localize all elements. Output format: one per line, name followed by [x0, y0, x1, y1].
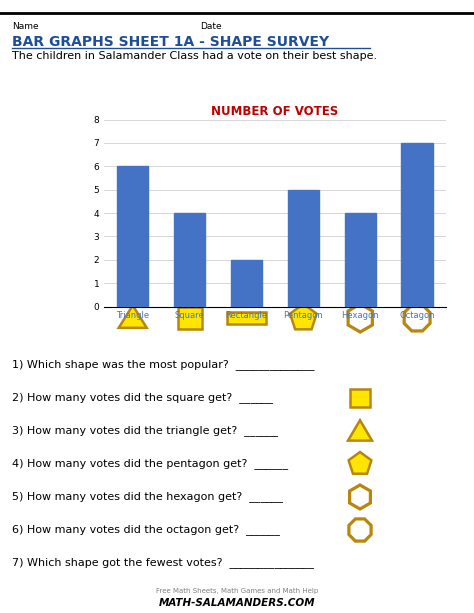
Text: 3) How many votes did the triangle get?  ______: 3) How many votes did the triangle get? …: [12, 425, 278, 436]
Bar: [227, 311, 266, 324]
Text: The children in Salamander Class had a vote on their best shape.: The children in Salamander Class had a v…: [12, 51, 377, 61]
Bar: [401, 143, 433, 306]
Text: 4) How many votes did the pentagon get?  ______: 4) How many votes did the pentagon get? …: [12, 459, 288, 470]
Text: 1) Which shape was the most popular?  ______________: 1) Which shape was the most popular? ___…: [12, 360, 315, 370]
Polygon shape: [348, 452, 372, 474]
Text: 2) How many votes did the square get?  ______: 2) How many votes did the square get? __…: [12, 392, 273, 403]
Polygon shape: [348, 420, 372, 441]
Bar: [231, 260, 262, 306]
Text: Name: Name: [12, 22, 38, 31]
Bar: [345, 213, 376, 306]
Bar: [174, 213, 205, 306]
Text: 5) How many votes did the hexagon get?  ______: 5) How many votes did the hexagon get? _…: [12, 492, 283, 503]
Polygon shape: [290, 304, 317, 329]
Bar: [288, 189, 319, 306]
Text: Date: Date: [200, 22, 222, 31]
Title: NUMBER OF VOTES: NUMBER OF VOTES: [211, 105, 338, 118]
Bar: [178, 306, 201, 329]
Polygon shape: [118, 305, 147, 328]
Text: Free Math Sheets, Math Games and Math Help: Free Math Sheets, Math Games and Math He…: [156, 588, 318, 594]
Text: 7) Which shape got the fewest votes?  _______________: 7) Which shape got the fewest votes? ___…: [12, 558, 314, 568]
Text: 6) How many votes did the octagon get?  ______: 6) How many votes did the octagon get? _…: [12, 525, 280, 535]
Text: MATH-SALAMANDERS.COM: MATH-SALAMANDERS.COM: [159, 598, 315, 608]
Bar: [350, 389, 370, 407]
Text: BAR GRAPHS SHEET 1A - SHAPE SURVEY: BAR GRAPHS SHEET 1A - SHAPE SURVEY: [12, 35, 329, 49]
Bar: [117, 166, 148, 306]
